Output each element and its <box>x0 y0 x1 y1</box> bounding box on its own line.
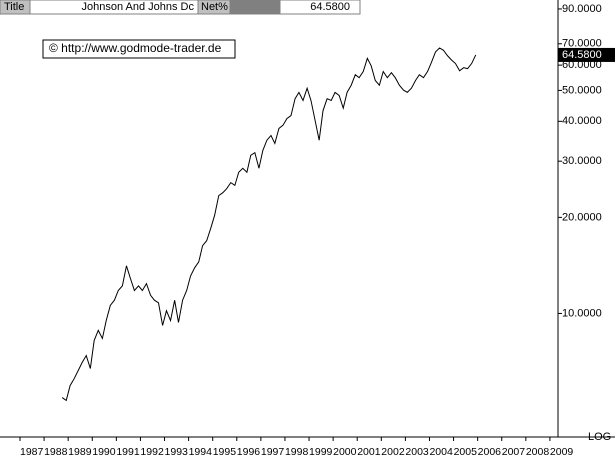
header-title: Title <box>4 1 24 13</box>
x-tick-label: 2004 <box>429 446 453 458</box>
x-tick-label: 2006 <box>478 446 502 458</box>
header-name: Johnson And Johns Dc <box>81 1 194 13</box>
y-tick-label: 20.0000 <box>562 211 602 223</box>
scale-label: LOG <box>588 431 611 443</box>
last-value-label: 64.5800 <box>562 49 602 61</box>
y-tick-label: 10.0000 <box>562 307 602 319</box>
annotation-box <box>42 39 236 59</box>
price-line <box>61 47 477 402</box>
x-tick-label: 2002 <box>381 446 405 458</box>
x-tick-label: 2000 <box>333 446 357 458</box>
x-tick-label: 1995 <box>213 446 237 458</box>
header: Title Johnson And Johns Dc Net% 64.5800 <box>0 0 361 15</box>
header-cell <box>279 0 361 15</box>
header-value: 64.5800 <box>310 1 350 13</box>
x-tick-label: 1997 <box>261 446 285 458</box>
x-tick-label: 2008 <box>526 446 550 458</box>
y-tick-label: 70.0000 <box>562 38 602 50</box>
x-tick-label: 1991 <box>116 446 140 458</box>
annotation: © http://www.godmode-trader.de <box>49 41 222 55</box>
x-tick-label: 1998 <box>285 446 309 458</box>
x-tick-label: 1996 <box>237 446 261 458</box>
y-tick-label: 90.0000 <box>562 3 602 15</box>
x-tick-label: 1987 <box>20 446 44 458</box>
y-tick-label: 60.0000 <box>562 59 602 71</box>
header-cell <box>229 0 281 15</box>
x-tick-label: 1990 <box>92 446 116 458</box>
last-value-box <box>558 47 615 62</box>
x-tick-label: 2003 <box>405 446 429 458</box>
x-tick-label: 2009 <box>550 446 574 458</box>
x-tick-label: 2005 <box>454 446 478 458</box>
y-tick-label: 40.0000 <box>562 115 602 127</box>
y-tick-label: 30.0000 <box>562 155 602 167</box>
y-tick-label: 50.0000 <box>562 84 602 96</box>
x-tick-label: 2001 <box>357 446 381 458</box>
x-tick-label: 1992 <box>140 446 164 458</box>
x-tick-label: 1988 <box>44 446 68 458</box>
x-tick-label: 2007 <box>502 446 526 458</box>
x-tick-label: 1993 <box>165 446 189 458</box>
x-tick-label: 1994 <box>189 446 213 458</box>
x-tick-label: 1989 <box>68 446 92 458</box>
header-field: Net% <box>201 1 228 13</box>
x-tick-label: 1999 <box>309 446 333 458</box>
